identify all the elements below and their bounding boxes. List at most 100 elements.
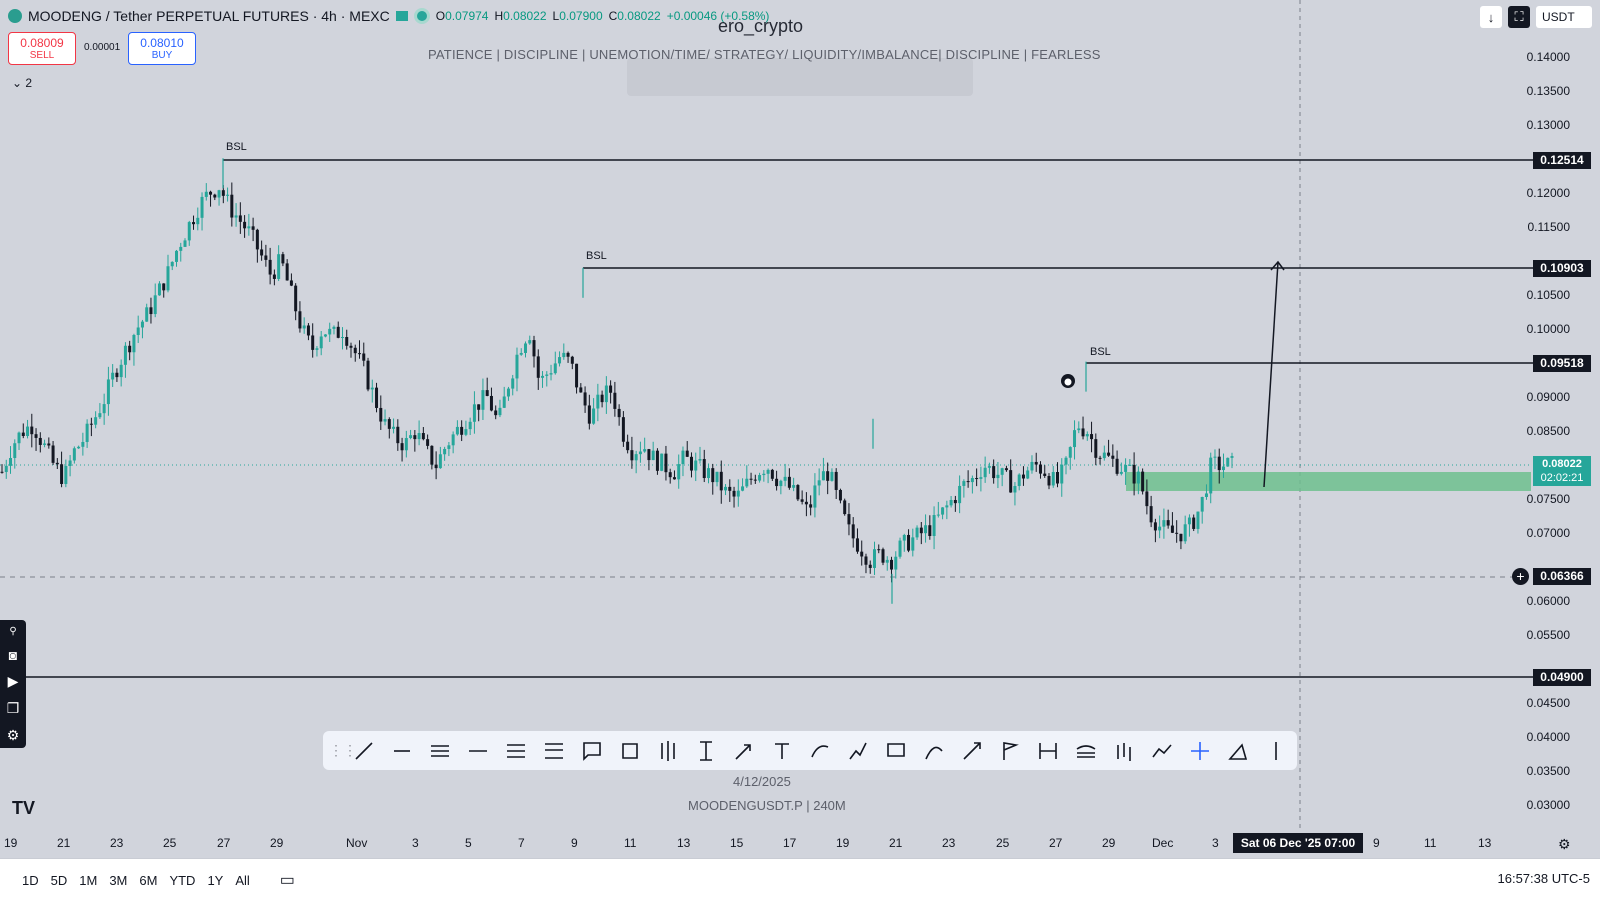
text-tool-icon[interactable] [763, 736, 801, 766]
alarm-icon-face [1064, 378, 1072, 386]
candle-body [851, 524, 855, 539]
candle-body [43, 443, 47, 445]
candle-body [958, 485, 962, 504]
candle-body [1047, 475, 1051, 486]
trend-line-tool-icon[interactable] [345, 736, 383, 766]
candle-body [272, 274, 276, 279]
tradingview-logo-icon[interactable]: TV [12, 798, 36, 818]
long-position-tool-icon[interactable] [649, 736, 687, 766]
time-cursor-label: Sat 06 Dec '25 07:00 [1233, 833, 1363, 853]
calendar-goto-icon[interactable]: ▭ [279, 872, 295, 889]
projection-arrow[interactable] [1263, 261, 1279, 488]
candle-body [306, 325, 310, 336]
candle-body [1196, 511, 1200, 529]
candle-body [0, 471, 4, 473]
range-ytd[interactable]: YTD [169, 872, 196, 888]
candle-body [366, 360, 370, 390]
curve-tool-icon[interactable] [915, 736, 953, 766]
candle-body [400, 443, 404, 451]
fib-extension-tool-icon[interactable] [535, 736, 573, 766]
candle-body [596, 394, 600, 409]
drag-handle-icon[interactable]: ⋮⋮ [329, 742, 357, 758]
range-5d[interactable]: 5D [50, 872, 68, 888]
top-right-controls: ↓ ⛶ USDT [1480, 6, 1592, 28]
candle-body [243, 221, 247, 229]
candle-body [941, 507, 945, 515]
fullscreen-icon[interactable]: ⛶ [1508, 6, 1530, 28]
forecast-tool-icon[interactable] [1067, 736, 1105, 766]
camera-icon[interactable]: ◙ [8, 647, 18, 663]
range-3m[interactable]: 3M [109, 872, 128, 888]
candle-body [902, 534, 906, 541]
chart-date-label: 4/12/2025 [733, 774, 791, 789]
flag-icon[interactable] [395, 11, 408, 21]
crosshair-tool-icon[interactable] [1181, 736, 1219, 766]
candle-body [868, 564, 872, 568]
range-all[interactable]: All [235, 872, 250, 888]
cursor-tool-icon[interactable] [1257, 736, 1295, 766]
sell-button[interactable]: 0.08009 SELL [8, 32, 76, 65]
candle-body [766, 469, 770, 474]
settings-gear-icon[interactable]: ⚙ [6, 727, 20, 743]
indicators-toggle[interactable]: ⌄ 2 [12, 76, 32, 90]
layers-icon[interactable]: ❐ [6, 700, 20, 716]
horizontal-line-tool-icon[interactable] [459, 736, 497, 766]
price-range-tool-icon[interactable] [687, 736, 725, 766]
fib-retracement-tool-icon[interactable] [497, 736, 535, 766]
range-1d[interactable]: 1D [22, 872, 39, 888]
time-axis[interactable]: 19 21 23 25 27 29 Nov 3 5 7 9 11 13 15 17 19 21 23 25 27 29 D… [0, 828, 1600, 856]
ohlc-values: O0.07974 H0.08022 L0.07900 C0.08022 +0.0… [436, 9, 770, 23]
level-tag-bsl1: 0.12514 [1533, 152, 1591, 169]
candle-body [60, 464, 64, 484]
candle-body [447, 445, 451, 449]
candle-body [409, 435, 413, 439]
horizontal-ray-tool-icon[interactable] [383, 736, 421, 766]
range-6m[interactable]: 6M [139, 872, 158, 888]
candle-body [221, 190, 225, 196]
arrow-down-icon[interactable]: ↓ [1480, 6, 1502, 28]
date-range-tool-icon[interactable] [1029, 736, 1067, 766]
candle-body [345, 337, 349, 346]
note-tool-icon[interactable] [877, 736, 915, 766]
candle-body [1077, 428, 1081, 431]
candle-body [511, 378, 515, 389]
currency-select[interactable]: USDT [1536, 6, 1592, 28]
path-tool-icon[interactable] [839, 736, 877, 766]
time-axis-label: 23 [942, 836, 956, 850]
link-icon[interactable]: ⚲ [9, 626, 17, 637]
rectangle-tool-icon[interactable] [611, 736, 649, 766]
candle-body [1013, 486, 1017, 493]
brush-tool-icon[interactable] [801, 736, 839, 766]
time-axis-label: 21 [57, 836, 71, 850]
arrow-marker-tool-icon[interactable] [953, 736, 991, 766]
bars-pattern-tool-icon[interactable] [1105, 736, 1143, 766]
measure-tool-icon[interactable] [1219, 736, 1257, 766]
polyline-tool-icon[interactable] [1143, 736, 1181, 766]
symbol-title[interactable]: MOODENG / Tether PERPETUAL FUTURES · 4h … [28, 8, 390, 24]
arrow-tool-icon[interactable] [725, 736, 763, 766]
candle-body [358, 353, 362, 355]
price-axis-label: 0.04000 [1526, 730, 1570, 744]
flag-tool-icon[interactable] [991, 736, 1029, 766]
video-icon[interactable]: ▶ [7, 673, 19, 689]
range-1m[interactable]: 1M [79, 872, 98, 888]
candle-body [604, 385, 608, 403]
parallel-channel-tool-icon[interactable] [421, 736, 459, 766]
candle-body [545, 374, 549, 376]
candle-body [204, 191, 208, 197]
candle-body [745, 478, 749, 487]
candle-body [115, 372, 119, 378]
candle-body [830, 471, 834, 481]
candle-body [170, 261, 174, 267]
candle-body [1009, 470, 1013, 493]
candle-body [192, 222, 196, 225]
range-1y[interactable]: 1Y [207, 872, 224, 888]
demand-zone[interactable] [1126, 472, 1531, 491]
time-axis-label: 13 [1478, 836, 1492, 850]
clock[interactable]: 16:57:38 UTC-5 [1497, 871, 1591, 886]
candle-body [987, 466, 991, 468]
add-alert-icon[interactable]: + [1512, 568, 1529, 585]
callout-tool-icon[interactable] [573, 736, 611, 766]
buy-button[interactable]: 0.08010 BUY [128, 32, 196, 65]
axis-settings-gear-icon[interactable]: ⚙ [1558, 836, 1571, 852]
